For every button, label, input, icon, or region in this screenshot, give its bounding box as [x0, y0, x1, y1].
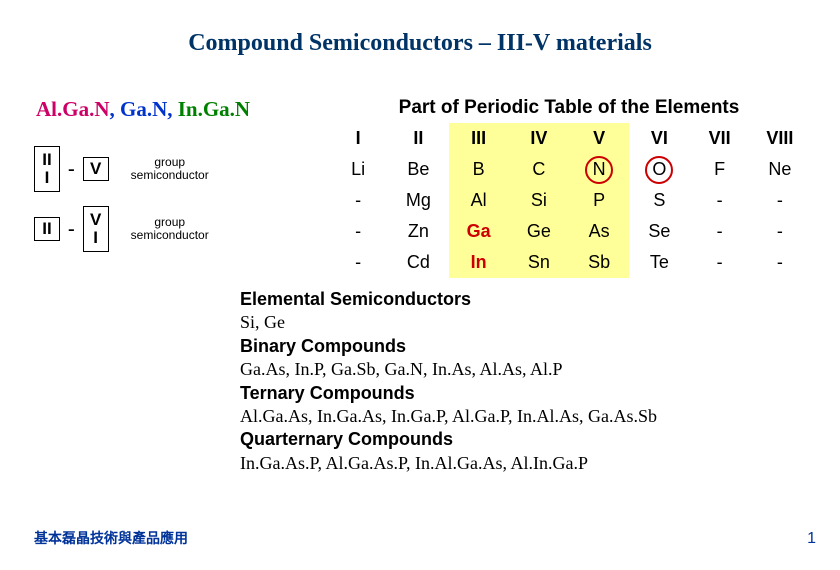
section-body: Al.Ga.As, In.Ga.As, In.Ga.P, Al.Ga.P, In… [240, 405, 810, 428]
pt-cell: Ge [509, 216, 569, 247]
section-heading: Elemental Semiconductors [240, 288, 810, 311]
group-box-vi: V I [83, 206, 109, 252]
page-number: 1 [807, 530, 816, 548]
pt-cell: O [629, 154, 689, 185]
pt-cell: - [690, 247, 750, 278]
group-label: group semiconductor [131, 216, 209, 242]
group-label: group semiconductor [131, 156, 209, 182]
pt-cell: Mg [388, 185, 448, 216]
section-heading: Ternary Compounds [240, 382, 810, 405]
pt-cell: Ne [750, 154, 810, 185]
pt-cell: Li [328, 154, 388, 185]
pt-cell: In [449, 247, 509, 278]
periodic-table: IIIIIIIVVVIVIIVIII LiBeBCNOFNe-MgAlSiPS-… [328, 123, 810, 278]
section-heading: Quarternary Compounds [240, 428, 810, 451]
group-box-ii: II [34, 217, 60, 241]
pt-header-cell: I [328, 123, 388, 154]
periodic-table-title: Part of Periodic Table of the Elements [328, 97, 810, 119]
pt-cell: Se [629, 216, 689, 247]
pt-cell: Zn [388, 216, 448, 247]
pt-cell: Cd [388, 247, 448, 278]
pt-cell: P [569, 185, 629, 216]
pt-cell: - [750, 247, 810, 278]
group-row-ii-vi: II - V I group semiconductor [34, 206, 310, 252]
pt-cell: C [509, 154, 569, 185]
pt-cell: Te [629, 247, 689, 278]
pt-cell: Be [388, 154, 448, 185]
group-box-iii: II I [34, 146, 60, 192]
dash-icon: - [68, 158, 75, 181]
compound-list: Al.Ga.N, Ga.N, In.Ga.N [30, 97, 310, 122]
circle-icon [585, 156, 613, 184]
pt-header-cell: VII [690, 123, 750, 154]
circle-icon [645, 156, 673, 184]
footer-text: 基本磊晶技術與產品應用 [34, 528, 188, 548]
compound-categories: Elemental SemiconductorsSi, GeBinary Com… [30, 288, 810, 475]
pt-cell: - [328, 247, 388, 278]
pt-header-cell: IV [509, 123, 569, 154]
pt-cell: Sb [569, 247, 629, 278]
pt-cell: As [569, 216, 629, 247]
section-body: In.Ga.As.P, Al.Ga.As.P, In.Al.Ga.As, Al.… [240, 452, 810, 475]
pt-header-cell: V [569, 123, 629, 154]
pt-cell: B [449, 154, 509, 185]
group-row-iii-v: II I - V group semiconductor [34, 146, 310, 192]
section-heading: Binary Compounds [240, 335, 810, 358]
pt-cell: S [629, 185, 689, 216]
pt-cell: - [690, 185, 750, 216]
pt-cell: F [690, 154, 750, 185]
pt-header-cell: III [449, 123, 509, 154]
compound-2: Ga.N [120, 97, 167, 121]
pt-cell: - [328, 216, 388, 247]
group-box-v: V [83, 157, 109, 181]
slide-title: Compound Semiconductors – III-V material… [30, 30, 810, 57]
pt-cell: Al [449, 185, 509, 216]
pt-cell: Sn [509, 247, 569, 278]
pt-header-cell: II [388, 123, 448, 154]
section-body: Si, Ge [240, 311, 810, 334]
section-body: Ga.As, In.P, Ga.Sb, Ga.N, In.As, Al.As, … [240, 358, 810, 381]
pt-cell: - [750, 216, 810, 247]
compound-3: In.Ga.N [178, 97, 250, 121]
pt-cell: Ga [449, 216, 509, 247]
pt-cell: Si [509, 185, 569, 216]
pt-cell: - [328, 185, 388, 216]
compound-1: Al.Ga.N [36, 97, 110, 121]
pt-cell: N [569, 154, 629, 185]
dash-icon: - [68, 218, 75, 241]
pt-header-cell: VI [629, 123, 689, 154]
pt-cell: - [690, 216, 750, 247]
pt-cell: - [750, 185, 810, 216]
pt-header-cell: VIII [750, 123, 810, 154]
